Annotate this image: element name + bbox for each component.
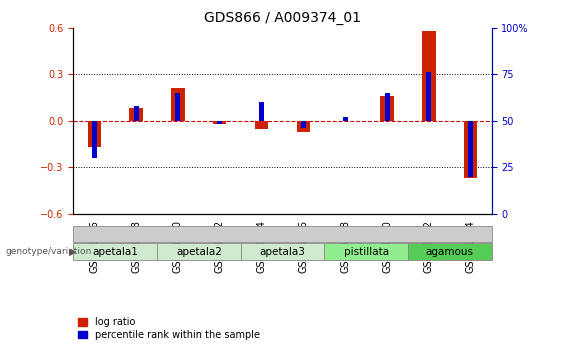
Bar <box>218 121 222 125</box>
Text: pistillata: pistillata <box>344 247 389 256</box>
Text: apetala2: apetala2 <box>176 247 222 256</box>
Bar <box>255 121 268 128</box>
FancyBboxPatch shape <box>241 243 324 260</box>
Bar <box>380 96 394 121</box>
Bar <box>468 121 473 177</box>
FancyBboxPatch shape <box>73 226 492 242</box>
Bar <box>385 93 389 121</box>
Bar <box>134 106 138 121</box>
Bar <box>259 102 264 121</box>
Text: ▶: ▶ <box>69 247 76 256</box>
Bar <box>343 117 347 121</box>
Bar <box>171 88 185 121</box>
Bar <box>422 31 436 121</box>
Bar <box>297 121 310 132</box>
Title: GDS866 / A009374_01: GDS866 / A009374_01 <box>204 11 361 25</box>
Text: agamous: agamous <box>426 247 473 256</box>
Bar <box>88 121 101 147</box>
Text: apetala1: apetala1 <box>92 247 138 256</box>
Bar <box>301 121 306 128</box>
Bar <box>213 121 227 124</box>
Bar <box>92 121 97 158</box>
Text: genotype/variation: genotype/variation <box>6 247 92 256</box>
Bar <box>176 93 180 121</box>
Bar <box>427 72 431 121</box>
Bar <box>129 108 143 121</box>
FancyBboxPatch shape <box>157 243 241 260</box>
FancyBboxPatch shape <box>408 243 492 260</box>
Bar <box>464 121 477 178</box>
Text: apetala3: apetala3 <box>259 247 306 256</box>
Legend: log ratio, percentile rank within the sample: log ratio, percentile rank within the sa… <box>79 317 260 340</box>
FancyBboxPatch shape <box>73 243 157 260</box>
FancyBboxPatch shape <box>324 243 408 260</box>
